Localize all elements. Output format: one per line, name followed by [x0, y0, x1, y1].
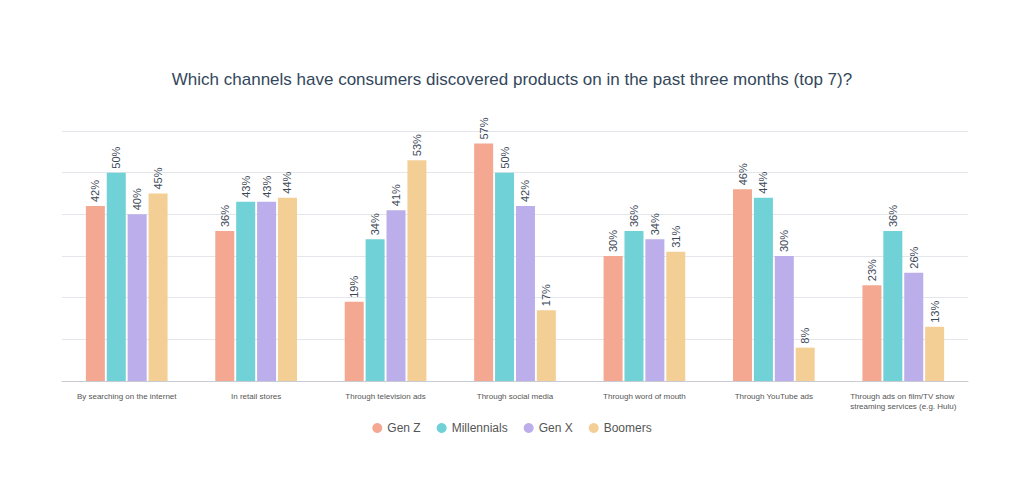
svg-text:43%: 43% [261, 176, 273, 198]
svg-text:30%: 30% [778, 230, 790, 252]
svg-text:streaming services (e.g. Hulu): streaming services (e.g. Hulu) [850, 402, 957, 411]
svg-text:13%: 13% [929, 301, 941, 323]
svg-text:Through social media: Through social media [477, 392, 554, 401]
svg-text:57%: 57% [478, 117, 490, 139]
svg-text:42%: 42% [519, 180, 531, 202]
svg-text:Gen X: Gen X [539, 421, 573, 435]
svg-text:43%: 43% [240, 176, 252, 198]
svg-text:19%: 19% [348, 276, 360, 298]
svg-text:26%: 26% [908, 246, 920, 268]
svg-text:34%: 34% [369, 213, 381, 235]
svg-text:By searching on the internet: By searching on the internet [77, 392, 177, 401]
svg-text:50%: 50% [499, 146, 511, 168]
svg-text:31%: 31% [670, 226, 682, 248]
svg-text:30%: 30% [607, 230, 619, 252]
svg-text:17%: 17% [540, 284, 552, 306]
svg-text:45%: 45% [152, 167, 164, 189]
svg-text:Through television ads: Through television ads [345, 392, 426, 401]
svg-text:40%: 40% [131, 188, 143, 210]
svg-text:8%: 8% [799, 328, 811, 344]
svg-text:Which channels have consumers: Which channels have consumers discovered… [172, 70, 852, 89]
svg-text:Gen Z: Gen Z [387, 421, 420, 435]
svg-text:36%: 36% [628, 205, 640, 227]
svg-text:46%: 46% [737, 163, 749, 185]
svg-text:50%: 50% [110, 146, 122, 168]
svg-text:44%: 44% [757, 171, 769, 193]
svg-text:Millennials: Millennials [452, 421, 508, 435]
svg-text:Through word of mouth: Through word of mouth [603, 392, 686, 401]
svg-text:53%: 53% [411, 134, 423, 156]
svg-text:36%: 36% [887, 205, 899, 227]
svg-text:36%: 36% [219, 205, 231, 227]
svg-text:42%: 42% [89, 180, 101, 202]
svg-text:23%: 23% [866, 259, 878, 281]
svg-text:Through ads on film/TV show: Through ads on film/TV show [850, 392, 956, 401]
svg-text:In retail stores: In retail stores [231, 392, 281, 401]
svg-text:41%: 41% [390, 184, 402, 206]
svg-text:34%: 34% [649, 213, 661, 235]
svg-text:44%: 44% [281, 171, 293, 193]
svg-text:Boomers: Boomers [604, 421, 652, 435]
svg-text:Through YouTube ads: Through YouTube ads [735, 392, 813, 401]
